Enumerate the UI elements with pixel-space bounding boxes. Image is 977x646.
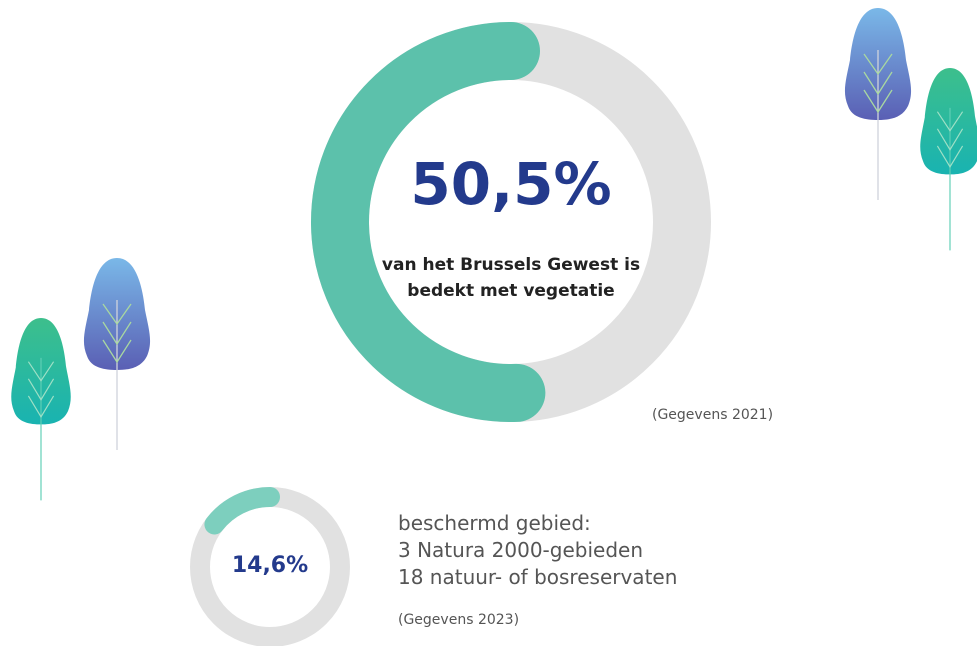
value-label: 50,5%: [410, 150, 612, 218]
source: (Gegevens 2023): [398, 612, 520, 628]
description: beschermd gebied: 3 Natura 2000-gebieden…: [398, 510, 677, 591]
line: 18 natuur- of bosreservaten: [398, 565, 678, 589]
line: beschermd gebied:: [398, 511, 591, 535]
donut-arc: [204, 487, 280, 535]
tree-vein: [936, 128, 964, 151]
tree-crown: [920, 68, 977, 175]
source: (Gegevens 2021): [652, 407, 774, 423]
tree: [11, 318, 71, 501]
tree: [920, 68, 977, 251]
tree-vein: [936, 145, 964, 168]
tree-vein: [863, 71, 893, 96]
tree-vein: [102, 303, 132, 326]
value-label: 14,6%: [231, 553, 309, 578]
tree-vein: [27, 378, 55, 401]
tree-vein: [936, 111, 964, 132]
line: 3 Natura 2000-gebieden: [398, 538, 643, 562]
tree-vein: [27, 395, 55, 418]
tree-vein: [863, 53, 893, 76]
tree-vein: [27, 361, 55, 382]
tree-vein: [102, 339, 132, 364]
donut-arc: [311, 22, 546, 422]
tree-vein: [102, 321, 132, 346]
description: van het Brussels Gewest is bedekt met ve…: [381, 255, 641, 301]
tree: [844, 8, 912, 200]
trees: [11, 8, 977, 501]
tree: [83, 258, 151, 450]
tree-vein: [863, 89, 893, 114]
